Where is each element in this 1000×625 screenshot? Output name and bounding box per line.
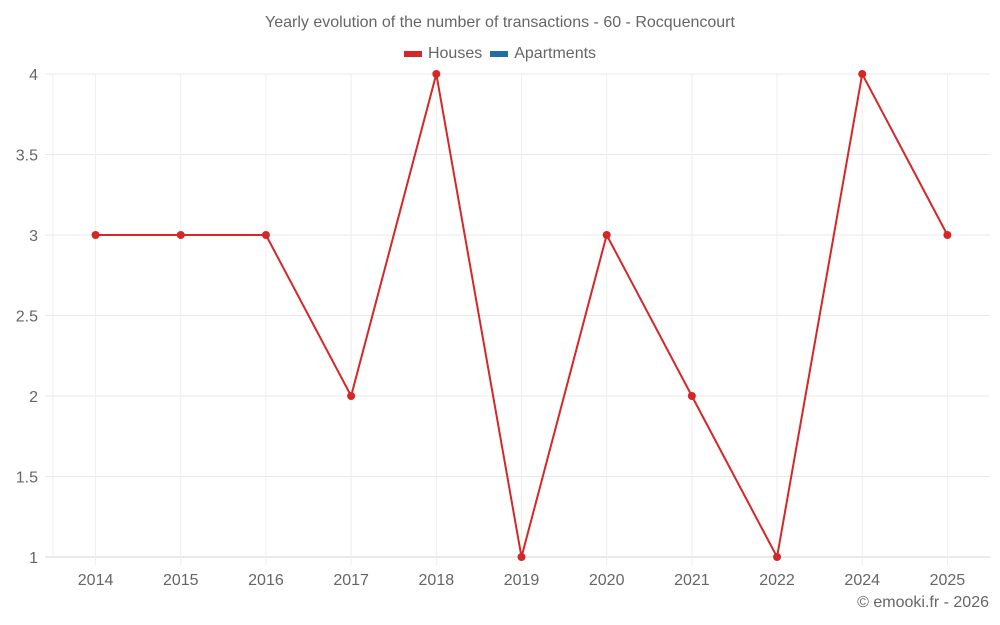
- y-axis: 1 1.5 2 2.5 3 3.5 4: [16, 67, 38, 567]
- data-point[interactable]: [261, 231, 270, 239]
- x-tick-label: 2015: [163, 572, 199, 589]
- x-tick-label: 2014: [78, 572, 114, 589]
- x-tick-label: 2017: [333, 572, 369, 589]
- legend-label: Apartments: [514, 45, 597, 62]
- x-tick-label: 2024: [844, 572, 880, 589]
- y-tick-label: 1: [29, 550, 38, 567]
- data-point[interactable]: [432, 70, 441, 78]
- x-axis: 2014 2015 2016 2017 2018 2019 2020 2021 2022 2024…: [78, 572, 966, 589]
- x-tick-label: 2021: [674, 572, 710, 589]
- data-point[interactable]: [943, 231, 952, 239]
- data-point[interactable]: [91, 231, 100, 239]
- legend-label: Houses: [427, 45, 483, 62]
- x-tick-label: 2020: [589, 572, 625, 589]
- data-point[interactable]: [687, 392, 696, 400]
- x-tick-label: 2022: [759, 572, 795, 589]
- x-tick-label: 2019: [504, 572, 540, 589]
- x-tick-label: 2025: [930, 572, 966, 589]
- data-point[interactable]: [347, 392, 356, 400]
- y-tick-label: 3: [29, 228, 38, 245]
- data-point[interactable]: [602, 231, 611, 239]
- y-tick-label: 4: [29, 67, 38, 84]
- x-tick-label: 2016: [248, 572, 284, 589]
- credit: © emooki.fr - 2026: [857, 594, 989, 611]
- y-tick-label: 2: [29, 389, 38, 406]
- series-houses: [91, 70, 952, 561]
- data-point[interactable]: [517, 553, 526, 561]
- houses-swatch-icon: [403, 51, 422, 57]
- y-tick-label: 2.5: [16, 309, 38, 326]
- legend-item-apartments[interactable]: Apartments: [490, 45, 596, 63]
- y-tick-label: 3.5: [16, 148, 38, 165]
- grid: [45, 73, 990, 565]
- y-tick-label: 1.5: [16, 470, 38, 487]
- data-point[interactable]: [773, 553, 782, 561]
- x-tick-label: 2018: [419, 572, 455, 589]
- legend-item-houses[interactable]: Houses: [403, 45, 483, 63]
- data-point[interactable]: [858, 70, 867, 78]
- apartments-swatch-icon: [490, 51, 509, 57]
- chart-title: Yearly evolution of the number of transa…: [265, 14, 735, 31]
- legend: Houses Apartments: [0, 45, 1000, 63]
- data-point[interactable]: [176, 231, 185, 239]
